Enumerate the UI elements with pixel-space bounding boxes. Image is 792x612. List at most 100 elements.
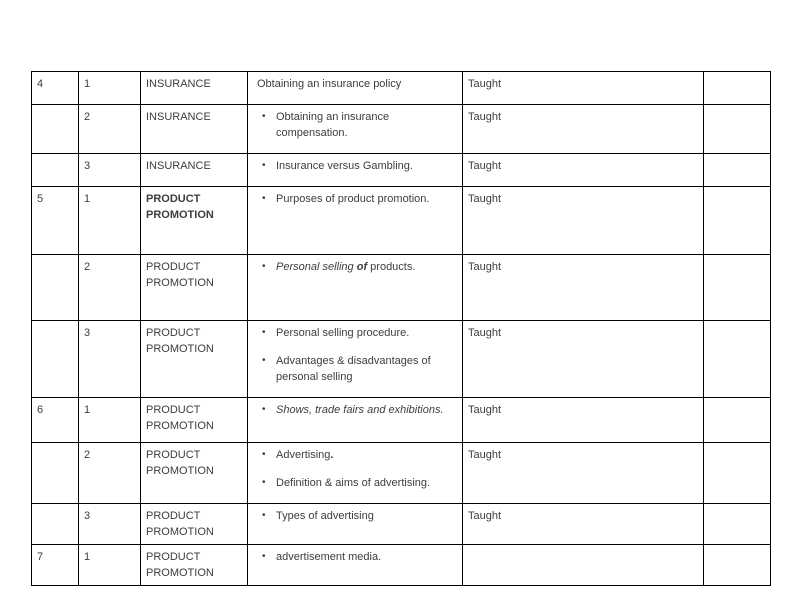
content-item: • Definition & aims of advertising.	[253, 475, 459, 491]
cell-lesson: 2	[78, 442, 141, 504]
content-item: • Personal selling of products.	[253, 259, 459, 275]
cell-status: Taught	[462, 104, 704, 154]
bullet-icon: •	[262, 327, 266, 338]
cell-lesson: 2	[78, 104, 141, 154]
topic-label: PRODUCT PROMOTION	[146, 449, 214, 477]
topic-label: PRODUCT PROMOTION	[146, 193, 214, 221]
bullet-icon: •	[262, 111, 266, 122]
cell-topic: PRODUCT PROMOTION	[140, 254, 248, 321]
lesson-number: 1	[84, 551, 91, 563]
cell-week	[31, 104, 79, 154]
bullet-icon: •	[262, 404, 266, 415]
table-row: 3 PRODUCT PROMOTION • Types of advertising T…	[31, 503, 771, 545]
cell-remarks	[703, 104, 771, 154]
topic-label: PRODUCT PROMOTION	[146, 404, 214, 432]
topic-label: PRODUCT PROMOTION	[146, 551, 214, 579]
cell-topic: PRODUCT PROMOTION	[140, 503, 248, 545]
cell-topic: INSURANCE	[140, 104, 248, 154]
content-item: • advertisement media.	[253, 549, 459, 565]
schedule-table-body: 4 1 INSURANCE Obtaining an insurance policy…	[31, 71, 771, 586]
cell-remarks	[703, 71, 771, 105]
topic-label: INSURANCE	[146, 160, 211, 172]
topic-label: PRODUCT PROMOTION	[146, 510, 214, 538]
text-run: advertisement media.	[276, 551, 382, 563]
topic-label: INSURANCE	[146, 78, 211, 90]
cell-week	[31, 254, 79, 321]
bullet-icon: •	[262, 510, 266, 521]
cell-remarks	[703, 186, 771, 255]
cell-remarks	[703, 320, 771, 398]
cell-status	[462, 544, 704, 586]
status-label: Taught	[468, 261, 502, 273]
status-label: Taught	[468, 160, 502, 172]
table-row: 7 1 PRODUCT PROMOTION • advertisement media.	[31, 544, 771, 586]
text-run: Advantages & disadvantages of personal s…	[276, 355, 431, 383]
cell-content: • Purposes of product promotion.	[247, 186, 463, 255]
bullet-icon: •	[262, 449, 266, 460]
lesson-number: 2	[84, 449, 91, 461]
week-number: 7	[37, 551, 44, 563]
table-row: 3 PRODUCT PROMOTION • Personal selling proc…	[31, 320, 771, 398]
bullet-icon: •	[262, 477, 266, 488]
table-row: 2 PRODUCT PROMOTION • Advertising. • Definiti…	[31, 442, 771, 504]
topic-label: PRODUCT PROMOTION	[146, 327, 214, 355]
text-run: products.	[367, 261, 416, 273]
cell-lesson: 3	[78, 320, 141, 398]
cell-topic: PRODUCT PROMOTION	[140, 442, 248, 504]
lesson-number: 2	[84, 111, 91, 123]
content-item: • Purposes of product promotion.	[253, 191, 459, 207]
cell-remarks	[703, 503, 771, 545]
text-run: of	[356, 261, 368, 273]
text-run: Obtaining an insurance compensation.	[276, 111, 390, 139]
text-run: Insurance versus Gambling.	[276, 160, 413, 172]
text-run: Personal selling	[276, 261, 357, 273]
cell-lesson: 1	[78, 186, 141, 255]
cell-remarks	[703, 254, 771, 321]
topic-label: PRODUCT PROMOTION	[146, 261, 214, 289]
cell-week	[31, 442, 79, 504]
bullet-icon: •	[262, 160, 266, 171]
lesson-number: 1	[84, 193, 91, 205]
cell-lesson: 2	[78, 254, 141, 321]
bullet-icon: •	[262, 551, 266, 562]
status-label: Taught	[468, 111, 502, 123]
lesson-number: 3	[84, 160, 91, 172]
bullet-icon: •	[262, 355, 266, 366]
cell-lesson: 1	[78, 544, 141, 586]
content-item: • Obtaining an insurance compensation.	[253, 109, 459, 141]
text-run: Obtaining an insurance policy	[257, 78, 402, 90]
lesson-number: 3	[84, 327, 91, 339]
text-run: Personal selling procedure.	[276, 327, 410, 339]
content-item: Obtaining an insurance policy	[253, 76, 459, 92]
text-run: Shows, trade fairs and exhibitions.	[276, 404, 444, 416]
cell-status: Taught	[462, 186, 704, 255]
cell-status: Taught	[462, 71, 704, 105]
cell-status: Taught	[462, 442, 704, 504]
cell-remarks	[703, 397, 771, 443]
week-number: 5	[37, 193, 44, 205]
cell-topic: PRODUCT PROMOTION	[140, 544, 248, 586]
bullet-icon: •	[262, 261, 266, 272]
content-item: • Personal selling procedure.	[253, 325, 459, 341]
cell-week: 4	[31, 71, 79, 105]
table-row: 3 INSURANCE • Insurance versus Gambling. Tau…	[31, 153, 771, 187]
cell-remarks	[703, 442, 771, 504]
cell-lesson: 3	[78, 503, 141, 545]
status-label: Taught	[468, 78, 502, 90]
cell-week: 6	[31, 397, 79, 443]
topic-label: INSURANCE	[146, 111, 211, 123]
cell-content: • Advertising. • Definition & aims of adver…	[247, 442, 463, 504]
cell-status: Taught	[462, 254, 704, 321]
cell-topic: PRODUCT PROMOTION	[140, 186, 248, 255]
cell-lesson: 1	[78, 71, 141, 105]
cell-remarks	[703, 153, 771, 187]
cell-week: 7	[31, 544, 79, 586]
cell-content: • Personal selling of products.	[247, 254, 463, 321]
table-row: 2 PRODUCT PROMOTION • Personal selling of p…	[31, 254, 771, 321]
cell-lesson: 1	[78, 397, 141, 443]
cell-topic: PRODUCT PROMOTION	[140, 397, 248, 443]
status-label: Taught	[468, 404, 502, 416]
text-run: Definition & aims of advertising.	[276, 477, 431, 489]
week-number: 4	[37, 78, 44, 90]
